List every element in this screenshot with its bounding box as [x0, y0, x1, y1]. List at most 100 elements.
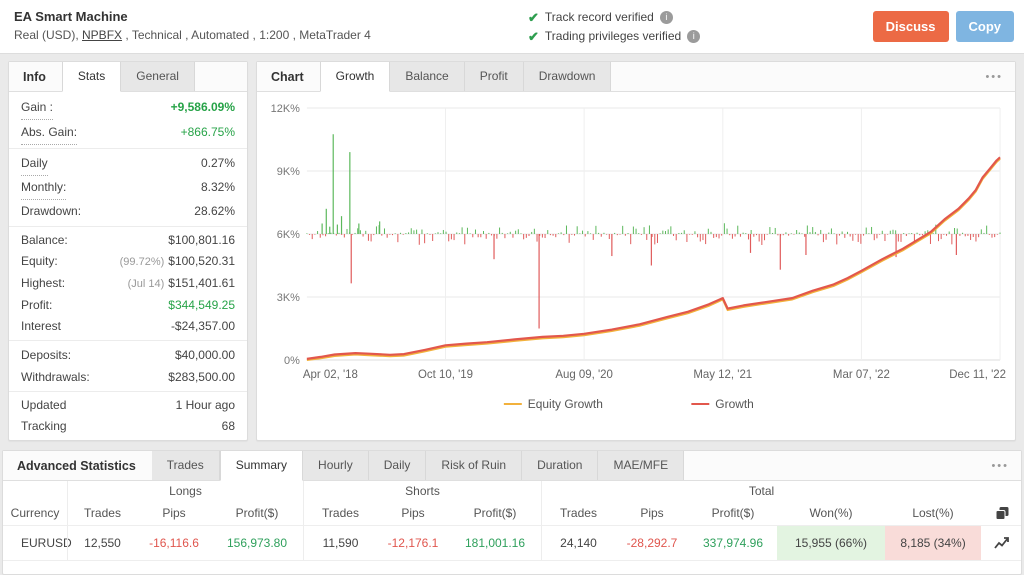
row-chart-icon[interactable] — [981, 526, 1023, 560]
stat-label: Abs. Gain: — [21, 120, 78, 145]
cell-shorts-profit: 181,001.16 — [464, 536, 526, 550]
stat-value: (Jul 14) $151,401.61 — [127, 276, 235, 290]
copy-table-icon[interactable] — [981, 501, 1023, 525]
tab-duration[interactable]: Duration — [522, 451, 599, 480]
trading-privileges-badge: ✔ Trading privileges verified i — [528, 27, 701, 46]
stat-value: +9,586.09% — [170, 100, 235, 114]
stat-row-profit: Profit: $344,549.25 — [9, 295, 247, 316]
discuss-button[interactable]: Discuss — [872, 11, 949, 42]
stat-label: Gain : — [21, 95, 54, 120]
stat-value: 8.32% — [200, 180, 235, 194]
info-icon[interactable]: i — [687, 30, 701, 43]
svg-text:Equity Growth: Equity Growth — [528, 397, 603, 411]
advanced-statistics-panel: Advanced Statistics Trades Summary Hourl… — [2, 450, 1022, 575]
tab-mae-mfe[interactable]: MAE/MFE — [598, 451, 685, 480]
stat-row-gain: Gain : +9,586.09% — [9, 95, 247, 120]
tab-general[interactable]: General — [121, 62, 195, 91]
stat-label: Highest: — [21, 276, 66, 290]
chart-panel-tabs: Chart Growth Balance Profit Drawdown ••• — [257, 62, 1015, 92]
growth-chart: 0% 3K% 6K% 9K% 12K% Apr 02, '18 Oct 10, '19 Aug… — [271, 103, 1006, 411]
tab-drawdown[interactable]: Drawdown — [523, 62, 612, 91]
stat-value: $344,549.25 — [168, 298, 235, 312]
col-total-profit[interactable]: Profit($) — [711, 506, 755, 520]
track-record-badge: ✔ Track record verified i — [528, 8, 700, 27]
check-icon: ✔ — [528, 29, 539, 44]
stat-value: $40,000.00 — [174, 348, 235, 362]
stat-note: (Jul 14) — [127, 278, 165, 290]
tab-growth[interactable]: Growth — [319, 62, 391, 92]
stat-value: 0.27% — [200, 156, 235, 170]
tab-risk-of-ruin[interactable]: Risk of Ruin — [426, 451, 523, 480]
tab-summary[interactable]: Summary — [219, 451, 304, 481]
stat-label: Daily — [21, 152, 48, 176]
chart-panel: Chart Growth Balance Profit Drawdown •••… — [256, 61, 1016, 441]
summary-table-header: Currency Trades Pips Profit($) Trades Pi… — [3, 501, 1021, 526]
stat-note: (99.72%) — [119, 256, 165, 268]
stat-value: +866.75% — [180, 125, 235, 139]
tab-hourly[interactable]: Hourly — [303, 451, 369, 480]
check-icon: ✔ — [528, 10, 539, 25]
tab-stats[interactable]: Stats — [61, 62, 122, 92]
stat-row-balance: Balance: $100,801.16 — [9, 230, 247, 251]
divider — [9, 148, 247, 149]
info-panel-tabs: Info Stats General — [9, 62, 247, 92]
col-shorts-pips[interactable]: Pips — [401, 506, 425, 520]
svg-text:3K%: 3K% — [277, 292, 300, 304]
info-panel-title[interactable]: Info — [23, 70, 46, 84]
tab-profit[interactable]: Profit — [464, 62, 524, 91]
account-title: EA Smart Machine — [14, 9, 128, 24]
cell-shorts-trades: 11,590 — [303, 526, 377, 560]
col-total-pips[interactable]: Pips — [640, 506, 664, 520]
account-details: , Technical , Automated , 1:200 , MetaTr… — [122, 28, 371, 42]
group-spacer — [981, 481, 1023, 501]
stat-value: $100,801.16 — [168, 233, 235, 247]
col-total-trades[interactable]: Trades — [541, 501, 615, 525]
header-actions: Discuss Copy — [872, 11, 1014, 42]
divider — [9, 340, 247, 341]
svg-text:0%: 0% — [284, 355, 300, 367]
panel-menu-icon[interactable]: ••• — [991, 460, 1009, 472]
group-total: Total — [541, 481, 981, 501]
advanced-statistics-title: Advanced Statistics — [17, 459, 136, 473]
col-shorts-profit[interactable]: Profit($) — [473, 506, 517, 520]
account-info: EA Smart Machine Real (USD), NPBFX , Tec… — [14, 8, 371, 44]
group-spacer — [3, 481, 67, 501]
info-icon[interactable]: i — [659, 11, 673, 24]
account-subtitle: Real (USD), NPBFX , Technical , Automate… — [14, 26, 371, 44]
svg-text:Growth: Growth — [715, 397, 754, 411]
table-row: EURUSD 12,550 -16,116.6 156,973.80 11,59… — [3, 526, 1021, 561]
col-longs-pips[interactable]: Pips — [162, 506, 186, 520]
svg-text:12K%: 12K% — [271, 103, 300, 115]
tab-trades[interactable]: Trades — [151, 451, 220, 480]
track-record-label: Track record verified — [544, 10, 654, 24]
divider — [9, 391, 247, 392]
tab-daily[interactable]: Daily — [368, 451, 427, 480]
cell-currency[interactable]: EURUSD — [21, 536, 72, 550]
stat-label: Profit: — [21, 298, 53, 312]
stat-row-drawdown: Drawdown: 28.62% — [9, 200, 247, 223]
stat-value: 1 Hour ago — [175, 398, 235, 412]
copy-button[interactable]: Copy — [955, 11, 1014, 42]
col-won[interactable]: Won(%) — [809, 506, 853, 520]
broker-link[interactable]: NPBFX — [82, 28, 123, 42]
account-header: EA Smart Machine Real (USD), NPBFX , Tec… — [0, 0, 1024, 54]
col-longs-trades[interactable]: Trades — [67, 501, 137, 525]
group-longs: Longs — [67, 481, 303, 501]
group-shorts: Shorts — [303, 481, 541, 501]
svg-text:Oct 10, '19: Oct 10, '19 — [418, 369, 473, 381]
svg-text:May 12, '21: May 12, '21 — [693, 369, 752, 381]
col-lost[interactable]: Lost(%) — [912, 506, 954, 520]
panel-menu-icon[interactable]: ••• — [985, 71, 1003, 83]
stat-label: Withdrawals: — [21, 370, 90, 384]
col-shorts-trades[interactable]: Trades — [303, 501, 377, 525]
cell-longs-pips: -16,116.6 — [149, 536, 199, 550]
col-longs-profit[interactable]: Profit($) — [235, 506, 279, 520]
cell-total-profit: 337,974.96 — [702, 536, 764, 550]
stat-row-monthly: Monthly: 8.32% — [9, 176, 247, 200]
chart-panel-title[interactable]: Chart — [271, 70, 304, 84]
growth-chart-container: 0% 3K% 6K% 9K% 12K% Apr 02, '18 Oct 10, '19 Aug… — [257, 92, 1015, 445]
stat-label: Deposits: — [21, 348, 72, 362]
col-currency[interactable]: Currency — [10, 506, 60, 520]
cell-won: 15,955 (66%) — [777, 526, 885, 560]
tab-balance[interactable]: Balance — [390, 62, 465, 91]
